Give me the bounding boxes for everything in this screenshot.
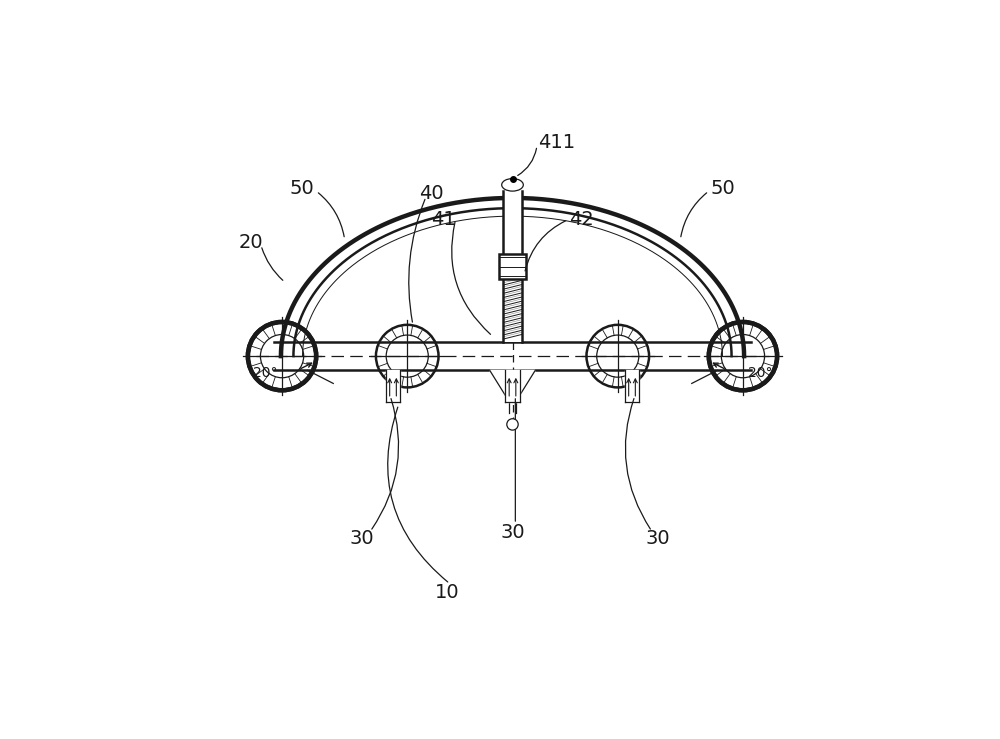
Text: 30: 30: [645, 528, 670, 548]
Text: 50: 50: [290, 179, 314, 198]
Text: 41: 41: [431, 210, 456, 229]
Text: 20°: 20°: [253, 367, 277, 380]
Circle shape: [709, 322, 777, 390]
Text: 50: 50: [711, 179, 735, 198]
Text: 40: 40: [419, 185, 443, 203]
Circle shape: [248, 322, 316, 390]
Text: 20: 20: [238, 233, 263, 252]
Polygon shape: [505, 370, 520, 401]
Text: 20°: 20°: [748, 367, 772, 380]
Text: 10: 10: [435, 583, 459, 602]
Text: 30: 30: [349, 528, 374, 548]
Circle shape: [586, 325, 649, 387]
Text: 411: 411: [538, 133, 575, 152]
Polygon shape: [490, 370, 535, 396]
Polygon shape: [625, 370, 639, 401]
Bar: [499, 253, 526, 279]
Polygon shape: [386, 370, 400, 401]
Circle shape: [376, 325, 439, 387]
Text: 30: 30: [500, 523, 525, 542]
Text: 42: 42: [569, 210, 594, 229]
Circle shape: [507, 419, 518, 430]
Bar: [503, 191, 522, 342]
Ellipse shape: [502, 179, 523, 191]
